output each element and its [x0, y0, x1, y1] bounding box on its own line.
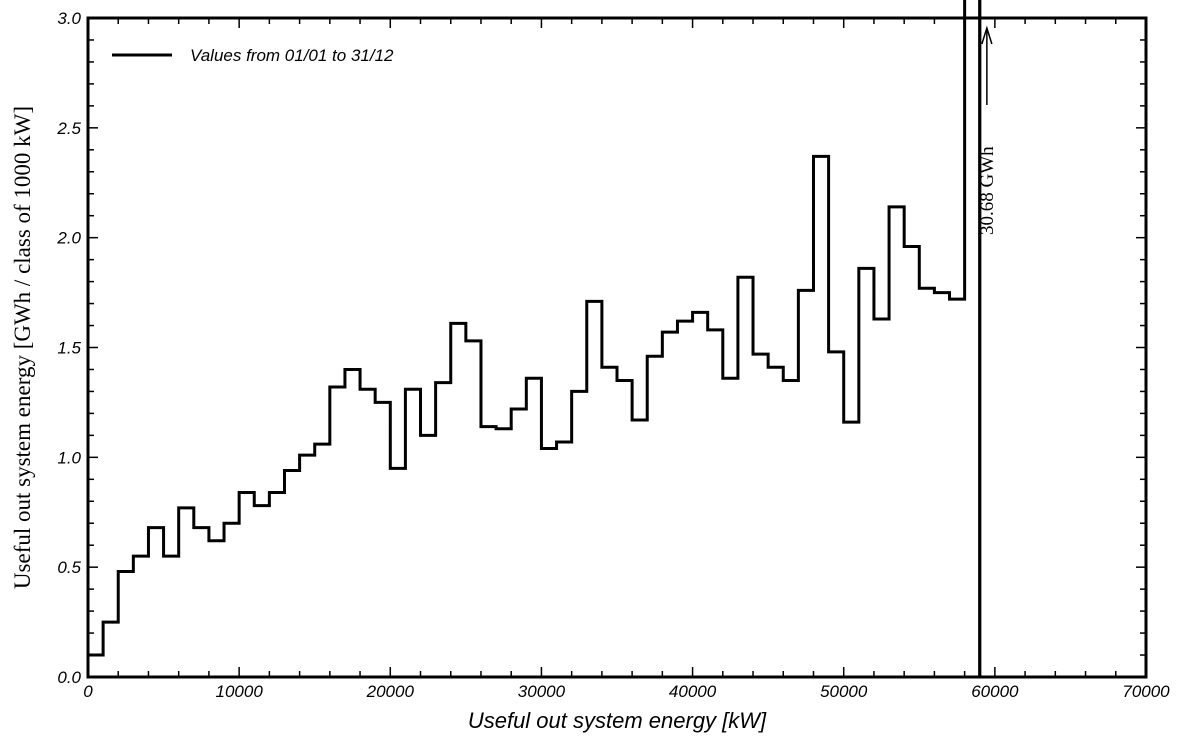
annotation-arrow-head: [981, 25, 993, 45]
annotation-label: 30.68 GWh: [977, 146, 998, 235]
y-tick-label: 1.0: [57, 448, 81, 467]
y-tick-label: 2.5: [56, 119, 81, 138]
x-tick-label: 10000: [216, 682, 264, 701]
x-axis-tick-labels: 0 10000 20000 30000 40000 50000 60000 70000: [83, 682, 1170, 701]
y-tick-label: 2.0: [56, 229, 81, 248]
y-tick-label: 3.0: [57, 9, 81, 28]
series-step-line: [88, 0, 982, 677]
y-tick-label: 1.5: [57, 339, 81, 358]
x-tick-label: 20000: [366, 682, 415, 701]
x-tick-label: 70000: [1122, 682, 1170, 701]
y-axis-tick-labels: 0.0 0.5 1.0 1.5 2.0 2.5 3.0: [56, 9, 81, 687]
y-axis-ticks: [88, 17, 1146, 678]
legend-entry: Values from 01/01 to 31/12: [190, 46, 394, 65]
y-tick-label: 0.5: [57, 558, 81, 577]
x-tick-label: 0: [83, 682, 93, 701]
x-tick-label: 50000: [820, 682, 868, 701]
y-axis-label: Useful out system energy [GWh / class of…: [10, 106, 35, 589]
x-axis-label: Useful out system energy [kW]: [468, 708, 767, 733]
annotation: 30.68 GWh: [977, 25, 998, 235]
x-tick-label: 40000: [669, 682, 717, 701]
x-tick-label: 60000: [971, 682, 1019, 701]
y-tick-label: 0.0: [57, 668, 81, 687]
x-tick-label: 30000: [518, 682, 566, 701]
x-axis-ticks: [87, 18, 1147, 677]
legend: Values from 01/01 to 31/12: [112, 46, 394, 65]
plot-frame: [86, 16, 1148, 679]
